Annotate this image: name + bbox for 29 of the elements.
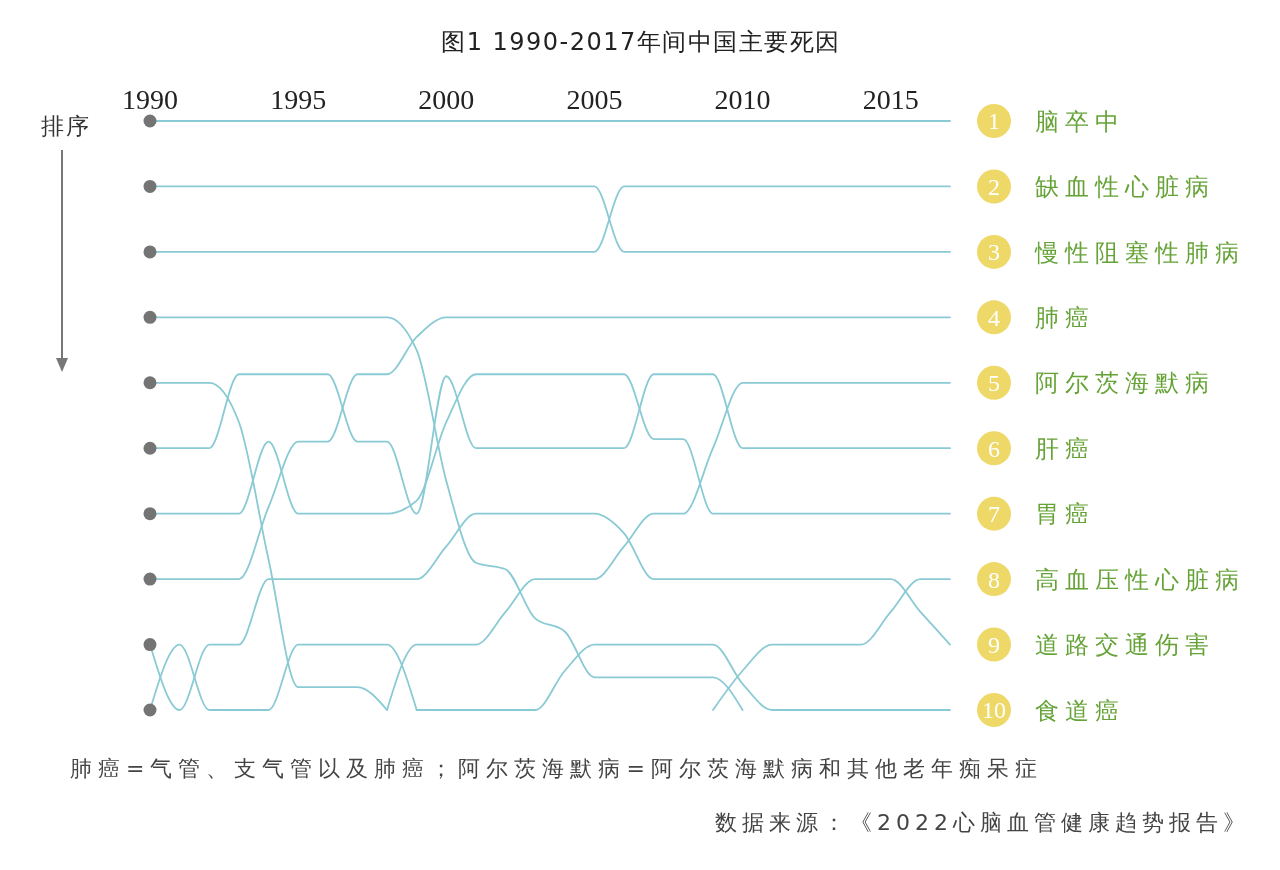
text: 肺癌=气管、支气管以及肺癌；阿尔茨海默病=阿尔茨海默病和其他老年痴呆症 (70, 756, 1043, 781)
y-tick-label: 7 (988, 501, 1000, 528)
x-tick-label: 2005 (566, 84, 623, 115)
x-tick-label: 1990 (122, 84, 178, 115)
y-tick-label: 5 (988, 370, 1000, 397)
y-tick-label: 3 (988, 239, 1000, 266)
text: 道路交通伤害 (1035, 631, 1215, 660)
x-tick-label: 2010 (714, 84, 771, 115)
text: 食道癌 (1035, 696, 1125, 725)
x-tick-label: 2015 (862, 84, 919, 115)
source-note: 数据来源：《2022心脑血管健康趋势报告》 (715, 810, 1250, 835)
y-tick-label: 6 (988, 435, 1000, 462)
x-tick-label: 1995 (270, 84, 327, 115)
y-axis-title: 排序 (41, 113, 91, 139)
y-tick-label: 4 (988, 304, 1000, 331)
x-tick-label: 2000 (418, 84, 475, 115)
y-tick-label: 8 (988, 566, 1000, 593)
y-tick-label: 2 (988, 173, 1000, 200)
y-tick-label: 9 (988, 631, 1000, 658)
text: 阿尔茨海默病 (1035, 369, 1215, 398)
text: 胃癌 (1035, 500, 1095, 529)
text: 肝癌 (1035, 434, 1095, 463)
chart-title: 图1 1990-2017年间中国主要死因 (441, 28, 841, 56)
y-tick-label: 1 (988, 108, 1000, 135)
text: 高血压性心脏病 (1035, 565, 1245, 594)
text: 缺血性心脏病 (1035, 173, 1215, 202)
text: 肺癌 (1035, 303, 1095, 332)
text: 慢性阻塞性肺病 (1034, 238, 1245, 267)
text: 脑卒中 (1035, 107, 1125, 136)
